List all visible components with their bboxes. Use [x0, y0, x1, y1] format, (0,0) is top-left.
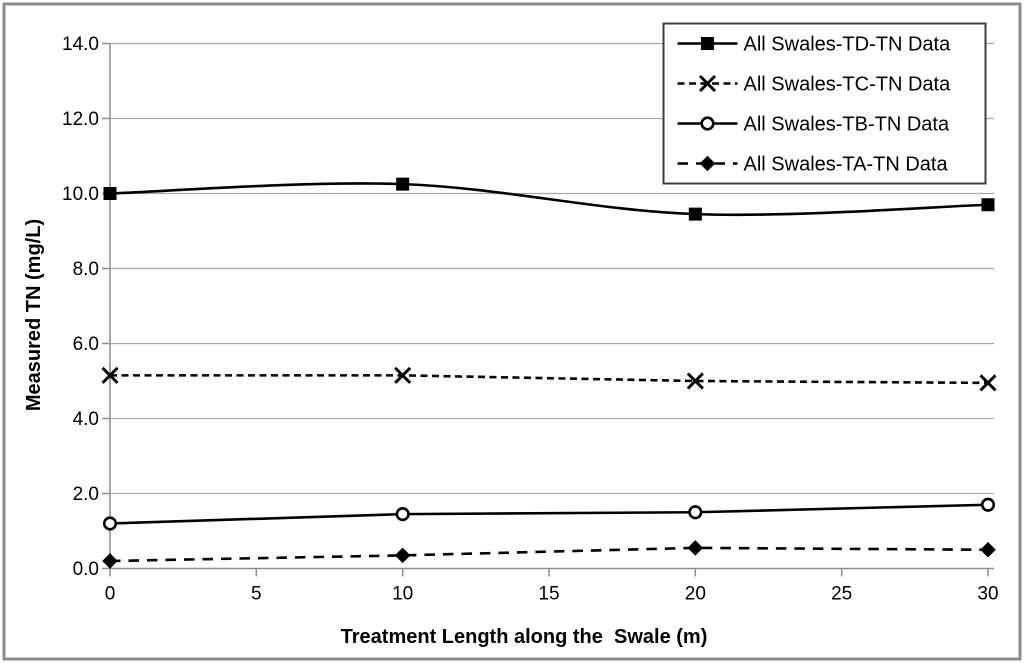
- legend-item-ta: All Swales-TA-TN Data: [677, 154, 949, 176]
- y-tick-label: 2.0: [73, 484, 99, 505]
- series-td: [103, 177, 995, 221]
- x-tick-label: 15: [538, 584, 559, 605]
- y-tick-label: 14.0: [62, 34, 99, 55]
- marker-td: [103, 187, 117, 200]
- legend-label-tc: All Swales-TC-TN Data: [744, 74, 952, 96]
- marker-td: [396, 177, 410, 191]
- y-axis-title: Measured TN (mg/L): [23, 219, 45, 411]
- x-cross-stroke: [979, 374, 997, 392]
- legend-label-ta: All Swales-TA-TN Data: [744, 154, 949, 176]
- y-tick-label: 6.0: [73, 334, 99, 355]
- x-tick-label: 30: [977, 584, 998, 605]
- marker-tc: [394, 366, 412, 384]
- marker-tb: [395, 507, 410, 522]
- legend-label-td: All Swales-TD-TN Data: [744, 34, 952, 56]
- gridlines: [110, 42, 994, 495]
- x-cross-stroke: [101, 366, 119, 384]
- data-series: [101, 177, 997, 569]
- series-ta: [102, 540, 996, 569]
- legend-label-tb: All Swales-TB-TN Data: [744, 114, 950, 136]
- legend-item-tc: All Swales-TC-TN Data: [677, 74, 952, 96]
- marker-td: [981, 198, 995, 212]
- marker-ta: [394, 547, 411, 564]
- x-cross-stroke: [698, 74, 717, 93]
- marker-tc: [101, 366, 119, 384]
- legend-marker-tc: [698, 74, 717, 93]
- series-line-tb: [109, 503, 989, 525]
- x-tick-label: 5: [251, 584, 262, 605]
- y-tick-label: 8.0: [73, 259, 99, 280]
- x-cross-stroke: [394, 366, 412, 384]
- legend: All Swales-TD-TN Data All Swales-TC-TN Da…: [662, 22, 987, 185]
- x-axis-title: Treatment Length along the Swale (m): [341, 626, 708, 648]
- series-line-ta: [109, 546, 989, 563]
- marker-tc: [979, 374, 997, 392]
- x-tick-label: 0: [105, 584, 116, 605]
- marker-ta: [687, 540, 704, 556]
- marker-td: [688, 207, 702, 221]
- tick-labels: 0.0 2.0 4.0 6.0 8.0 10.0 12.0 14.0 0 5 10 15 20 25 30: [62, 34, 999, 605]
- marker-tb: [688, 505, 703, 520]
- marker-ta: [102, 553, 118, 569]
- marker-tb: [980, 497, 996, 512]
- y-tick-label: 10.0: [62, 184, 99, 205]
- y-tick-label: 12.0: [62, 109, 99, 130]
- legend-marker-tb: [700, 116, 715, 131]
- y-tick-label: 4.0: [73, 409, 99, 430]
- legend-marker-td: [701, 37, 714, 50]
- legend-item-tb: All Swales-TB-TN Data: [677, 114, 950, 136]
- y-tick-label: 0.0: [73, 559, 99, 580]
- series-tb: [102, 497, 996, 531]
- x-cross-stroke: [686, 372, 704, 390]
- series-line-td: [109, 182, 989, 217]
- series-line-tc: [110, 374, 989, 385]
- legend-item-td: All Swales-TD-TN Data: [677, 34, 952, 56]
- marker-tc: [686, 372, 704, 390]
- marker-tb: [102, 516, 118, 531]
- x-tick-label: 20: [685, 584, 706, 605]
- x-tick-label: 25: [831, 584, 852, 605]
- marker-ta: [980, 541, 996, 558]
- x-tick-label: 10: [392, 584, 413, 605]
- legend-marker-ta: [699, 155, 716, 172]
- series-tc: [101, 366, 997, 392]
- legend-box: [662, 22, 987, 185]
